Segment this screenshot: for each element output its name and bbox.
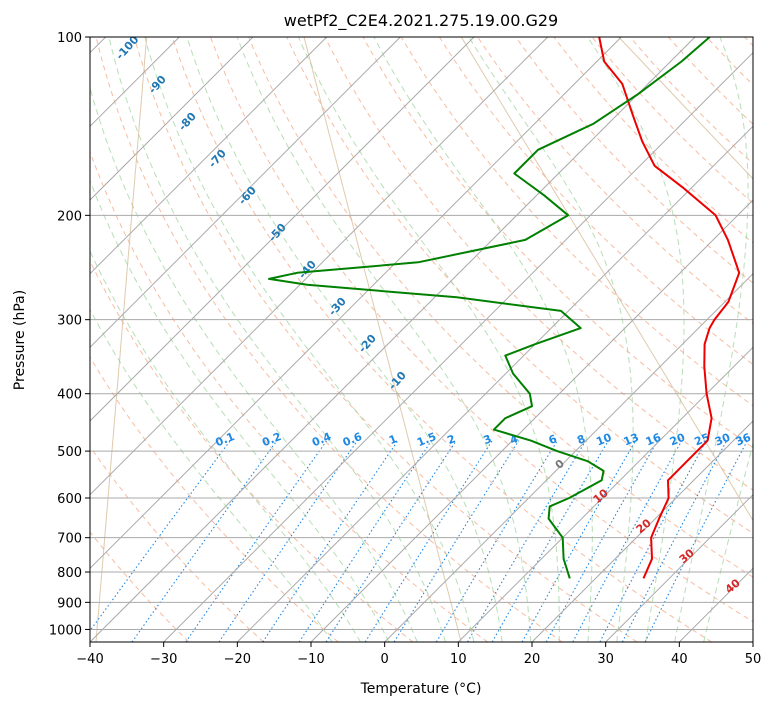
mixing-ratio-label: 25 xyxy=(693,431,712,449)
moist-adiabat xyxy=(587,37,685,642)
isotherm xyxy=(90,37,696,642)
mixing-ratio-line xyxy=(90,440,231,632)
isotherm xyxy=(457,346,753,642)
x-tick-label: −30 xyxy=(150,652,177,667)
dry-adiabat xyxy=(400,37,753,407)
mixing-ratio-label: 10 xyxy=(594,431,613,449)
moist-adiabat xyxy=(186,37,503,642)
mixing-ratio-line xyxy=(131,440,278,642)
mixing-ratio-label: 8 xyxy=(575,432,587,447)
moist-adiabat xyxy=(144,37,475,642)
isotherm xyxy=(90,37,328,275)
axes: −40 −30 −20 −10 0 10 20 30 40 50 100 200 300 400 500 60… xyxy=(49,31,761,667)
x-tick-label: 0 xyxy=(381,652,389,667)
y-tick-label: 200 xyxy=(57,209,82,224)
y-tick-label: 600 xyxy=(57,492,82,507)
dry-adiabat xyxy=(90,531,190,642)
y-tick-label: 1000 xyxy=(49,623,82,638)
dry-adiabat xyxy=(133,37,638,642)
mixing-ratio-label: 20 xyxy=(668,431,687,449)
dry-adiabat xyxy=(171,37,712,642)
isotherm xyxy=(236,125,753,642)
y-tick-label: 100 xyxy=(57,31,82,46)
moist-adiabat xyxy=(90,86,418,642)
isotherm xyxy=(310,199,753,642)
x-tick-label: −40 xyxy=(76,652,103,667)
isotherm xyxy=(384,272,753,642)
dry-adiabat xyxy=(90,150,488,642)
dry-adiabat xyxy=(515,37,753,284)
x-tick-label: 20 xyxy=(524,652,541,667)
x-tick-label: −10 xyxy=(297,652,324,667)
theta-e-curve xyxy=(95,37,148,642)
isotherm xyxy=(163,51,753,642)
dry-adiabat xyxy=(90,445,264,642)
moist-adiabat xyxy=(108,37,447,642)
temperature-profile xyxy=(598,37,741,579)
dewpoint-profile xyxy=(268,37,711,579)
mixing-ratio-line xyxy=(435,440,558,642)
mixing-ratio-line xyxy=(491,440,609,642)
mixing-ratio-line xyxy=(467,440,587,642)
mixing-ratio-line xyxy=(521,440,637,642)
isotherm xyxy=(90,37,475,422)
x-tick-label: 50 xyxy=(745,652,762,667)
dry-adiabat xyxy=(438,37,753,366)
plot-frame xyxy=(89,36,754,643)
y-tick-label: 800 xyxy=(57,566,82,581)
x-tick-label: 10 xyxy=(450,652,467,667)
mixing-ratio-line xyxy=(572,440,683,642)
mixing-ratio-label: 30 xyxy=(713,431,732,449)
isotherm xyxy=(90,37,401,349)
y-tick-label: 500 xyxy=(57,445,82,460)
moist-adiabat xyxy=(674,37,749,642)
mixing-ratio-line xyxy=(262,440,399,642)
x-tick-label: −20 xyxy=(224,652,251,667)
mixing-ratio-label: 13 xyxy=(622,431,641,449)
y-tick-label: 400 xyxy=(57,388,82,403)
dry-adiabat xyxy=(248,37,753,578)
moist-adiabat xyxy=(703,441,753,642)
theta-e-curve xyxy=(460,37,753,522)
x-tick-label: 40 xyxy=(671,652,688,667)
theta-e-curve xyxy=(303,37,462,642)
mixing-ratio-label: 3 xyxy=(481,432,493,447)
y-tick-label: 700 xyxy=(57,532,82,547)
isotherm xyxy=(90,37,622,570)
mixing-ratio-label: 16 xyxy=(644,431,663,449)
mixing-ratio-line xyxy=(298,440,432,642)
y-axis-label: Pressure (hPa) xyxy=(12,290,28,390)
isotherm xyxy=(90,37,254,201)
mixing-ratio-label: 2 xyxy=(445,432,457,447)
y-tick-label: 300 xyxy=(57,314,82,329)
moist-adiabat xyxy=(90,308,333,642)
moist-adiabat xyxy=(90,179,390,642)
grid-lines xyxy=(90,37,753,630)
x-axis-label: Temperature (°C) xyxy=(360,681,482,697)
y-tick-label: 900 xyxy=(57,596,82,611)
mixing-ratio-label: 36 xyxy=(734,431,753,449)
dry-adiabat xyxy=(95,37,563,642)
dry-adiabat xyxy=(210,37,753,623)
x-tick-label: 30 xyxy=(597,652,614,667)
chart-title: wetPf2_C2E4.2021.275.19.00.G29 xyxy=(284,11,558,31)
mixing-ratio-line xyxy=(545,440,659,642)
mixing-ratio-label: 1 xyxy=(387,432,399,447)
mixing-ratio-line xyxy=(325,440,457,642)
dry-adiabat xyxy=(90,356,339,642)
mixing-ratio-line xyxy=(644,440,748,642)
profile-series xyxy=(268,37,741,579)
isotherms xyxy=(90,37,753,642)
mixing-ratio-line xyxy=(364,440,493,642)
isotherm xyxy=(90,37,549,496)
mixing-ratio-line xyxy=(185,440,328,642)
isotherm xyxy=(605,493,753,642)
isotherm xyxy=(531,420,753,642)
